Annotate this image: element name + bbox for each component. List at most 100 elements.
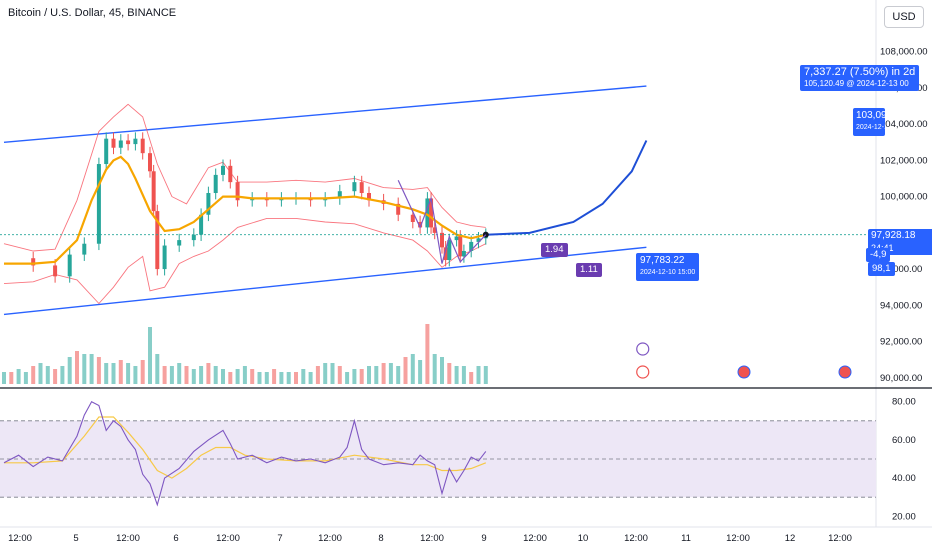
candle-body xyxy=(359,182,364,194)
volume-bar xyxy=(432,354,437,384)
flag-event-icon xyxy=(838,365,852,379)
volume-bar xyxy=(199,366,204,384)
candle-body xyxy=(396,203,401,215)
volume-bar xyxy=(184,366,189,384)
price-tick-label: 108,000.00 xyxy=(880,47,928,58)
target-box-line1: 103,096.3 xyxy=(856,110,885,121)
candle-body xyxy=(126,140,131,145)
point-box-line1: 97,783.22 xyxy=(640,255,685,266)
volume-bar xyxy=(75,351,79,384)
candle-body xyxy=(177,240,182,246)
volume-bar xyxy=(60,366,65,384)
candle-body xyxy=(140,138,145,154)
volume-bar xyxy=(38,363,43,384)
volume-bar xyxy=(111,363,116,384)
volume-bar xyxy=(23,372,28,384)
time-tick-label: 5 xyxy=(73,533,78,544)
volume-bar xyxy=(45,366,50,384)
volume-bar xyxy=(31,366,36,384)
candle-body xyxy=(458,236,463,257)
volume-bar xyxy=(242,366,247,384)
volume-bar xyxy=(374,366,379,384)
currency-button[interactable]: USD xyxy=(884,6,924,28)
projection-box-line1: 7,337.27 (7.50%) in 2d xyxy=(804,66,916,78)
candle-body xyxy=(367,193,371,201)
rsi-tick-label: 60.00 xyxy=(892,435,916,446)
candle-body xyxy=(53,265,58,277)
candle-body xyxy=(461,250,466,257)
candle-body xyxy=(476,238,481,242)
volume-bar xyxy=(345,372,350,384)
volume-bar xyxy=(104,363,109,384)
volume-bar xyxy=(2,372,6,384)
time-tick-label: 12:00 xyxy=(116,533,140,544)
candle-body xyxy=(337,191,342,199)
volume-bar xyxy=(177,363,182,384)
volume-bar xyxy=(337,366,342,384)
volume-bar xyxy=(461,366,466,384)
target-box: 103,096.3 2024-12-13 xyxy=(853,108,885,136)
volume-bar xyxy=(483,366,488,384)
current-price: 97,928.18 xyxy=(871,230,916,241)
volume-bar xyxy=(53,369,58,384)
candle-body xyxy=(418,221,423,228)
volume-bar xyxy=(9,372,14,384)
volume-bar xyxy=(286,372,291,384)
low-label-1: 1.94 xyxy=(541,243,568,257)
time-tick-label: 12:00 xyxy=(828,533,852,544)
point-box-line2: 2024-12-10 15:00 xyxy=(640,269,696,276)
candle-body xyxy=(104,138,109,165)
candle-body xyxy=(82,243,87,255)
chart-title: Bitcoin / U.S. Dollar, 45, BINANCE xyxy=(8,7,177,19)
volume-bar xyxy=(82,354,87,384)
flag-event-icon xyxy=(737,365,751,379)
flash-event-icon xyxy=(636,365,650,379)
candle-body xyxy=(469,241,474,251)
volume-bar xyxy=(228,372,233,384)
volume-bar xyxy=(447,363,452,384)
volume-bar xyxy=(206,363,211,384)
volume-bar xyxy=(425,324,430,384)
candle-body xyxy=(199,214,204,235)
volume-bar xyxy=(148,327,152,384)
candle-body xyxy=(118,140,123,148)
time-tick-label: 6 xyxy=(173,533,178,544)
candle-body xyxy=(447,240,452,261)
channel-upper-line xyxy=(3,85,647,143)
candle-body xyxy=(148,153,152,172)
time-tick-label: 12 xyxy=(785,533,796,544)
volume-bar xyxy=(155,354,160,384)
price-tick-label: 92,000.00 xyxy=(880,337,922,348)
volume-bar xyxy=(221,369,225,384)
candle-body xyxy=(155,211,160,270)
volume-bar xyxy=(96,357,101,384)
pattern-lines xyxy=(397,180,487,264)
time-tick-label: 8 xyxy=(378,533,383,544)
volume-bar xyxy=(169,366,174,384)
volume-bar xyxy=(418,360,423,384)
volume-bar xyxy=(257,372,262,384)
right-tag-2: 98,1 xyxy=(868,262,895,276)
candle-body xyxy=(454,236,459,241)
candle-body xyxy=(191,234,196,241)
volume-bar xyxy=(272,369,277,384)
time-tick-label: 11 xyxy=(681,533,691,544)
candle-body xyxy=(410,214,415,222)
time-tick-label: 12:00 xyxy=(726,533,750,544)
candle-body xyxy=(429,198,434,228)
candle-body xyxy=(67,254,72,277)
rsi-ma-line xyxy=(4,416,487,479)
candle-body xyxy=(432,227,437,233)
volume-bar xyxy=(396,366,401,384)
volume-bar xyxy=(279,372,284,384)
volume-bar xyxy=(191,369,196,384)
volume-bar xyxy=(440,357,444,384)
volume-bar xyxy=(315,366,320,384)
projection-box: 7,337.27 (7.50%) in 2d 105,120.49 @ 2024… xyxy=(800,65,920,91)
moving-average-line xyxy=(4,155,487,265)
volume-bar xyxy=(133,366,138,384)
volume-bar xyxy=(264,372,269,384)
candle-body xyxy=(31,258,36,266)
candle-body xyxy=(221,165,225,175)
